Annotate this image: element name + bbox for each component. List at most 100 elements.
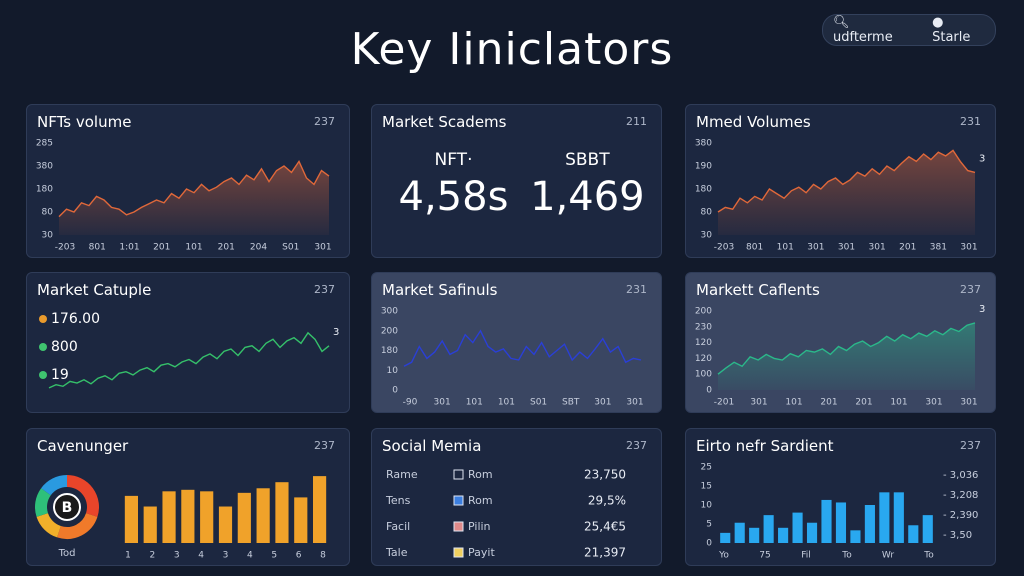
- panel-title: NFTs volume: [37, 113, 132, 131]
- area: [718, 150, 975, 235]
- bar: [893, 492, 904, 543]
- end-label: 3: [333, 327, 339, 338]
- x-tick-label: -203: [55, 243, 75, 253]
- bar: [275, 482, 289, 543]
- search-text: udfterme: [833, 30, 893, 45]
- row-name: Tale: [385, 546, 408, 559]
- stat-label: SBBT: [565, 150, 610, 170]
- x-tick-label: 2: [150, 551, 156, 561]
- x-tick-label: 201: [899, 243, 916, 253]
- x-tick-label: 101: [890, 398, 907, 408]
- panel: Market Catuple 237 176.00 800 19 3: [26, 272, 350, 413]
- x-tick-label: 101: [785, 398, 802, 408]
- panel-chart: 176.00 800 19 3: [39, 311, 339, 389]
- x-tick-label: 201: [218, 243, 235, 253]
- donut-segment: [35, 488, 52, 517]
- panel-badge: 237: [626, 439, 647, 452]
- y-tick-label: 380: [36, 162, 53, 172]
- x-tick-label: To: [923, 551, 934, 561]
- bar: [908, 525, 919, 543]
- panel: Cavenunger 237 B Tod 1 2 3 4 3 4 5 6 8: [26, 428, 350, 566]
- area: [59, 161, 329, 235]
- y-tick-label: 120: [695, 354, 712, 364]
- bar: [850, 530, 861, 543]
- panel-badge: 237: [314, 439, 335, 452]
- x-tick-label: S01: [282, 243, 299, 253]
- bar: [806, 522, 818, 543]
- page-title: Key Iiniclators: [350, 24, 674, 75]
- x-tick-label: 381: [930, 243, 947, 253]
- panel-badge: 237: [314, 283, 335, 296]
- row-tag: Payit: [468, 546, 495, 559]
- x-tick-label: 201: [820, 398, 837, 408]
- bar: [143, 506, 157, 543]
- x-tick-label: 301: [594, 398, 611, 408]
- x-tick-label: 301: [314, 243, 331, 253]
- line: [403, 329, 642, 367]
- x-tick-label: 801: [89, 243, 106, 253]
- x-tick-label: 301: [960, 243, 977, 253]
- search[interactable]: 🔍︎ udfterme: [833, 15, 893, 45]
- x-tick-label: 301: [925, 398, 942, 408]
- y-tick-label: 200: [695, 307, 712, 317]
- row-name: Tens: [385, 494, 411, 507]
- button[interactable]: ● Starle: [932, 15, 971, 45]
- x-tick-label: 3: [223, 551, 229, 561]
- bar: [763, 515, 774, 543]
- panel-title: Social Memia: [382, 437, 482, 455]
- bar: [792, 512, 803, 543]
- legend-label: 19: [51, 367, 69, 383]
- row-tag-swatch: [453, 495, 464, 506]
- panel-title: Market Catuple: [37, 281, 152, 299]
- x-tick-label: 4: [198, 551, 204, 561]
- x-tick-label: 75: [759, 551, 770, 561]
- panel-title: Cavenunger: [37, 437, 129, 455]
- x-tick-label: 4: [247, 551, 253, 561]
- x-tick-label: 301: [838, 243, 855, 253]
- y-tick-label: 380: [695, 139, 712, 149]
- y-tick-label: 230: [695, 322, 712, 332]
- bar: [218, 506, 233, 543]
- donut-segment: [66, 475, 99, 517]
- y-tick-label: 80: [701, 208, 713, 218]
- legend-dot: [39, 315, 47, 323]
- coin: [53, 493, 81, 521]
- end-label: 3: [979, 153, 985, 164]
- panel-badge: 237: [960, 439, 981, 452]
- y-tick-label: 10: [387, 366, 399, 376]
- panel: Market Scadems 211 NFT· 4,58s SBBT 1,469: [371, 104, 662, 258]
- line: [717, 322, 976, 375]
- end-label: 3: [979, 304, 985, 315]
- panel-chart: B Tod 1 2 3 4 3 4 5 6 8: [35, 475, 327, 561]
- row-value: 29,5%: [588, 494, 626, 508]
- x-tick-label: 301: [869, 243, 886, 253]
- x-tick-label: 5: [271, 551, 277, 561]
- x-tick-label: 204: [250, 243, 267, 253]
- row-value: 21,397: [584, 546, 626, 560]
- x-tick-label: 301: [750, 398, 767, 408]
- x-tick-label: 301: [434, 398, 451, 408]
- right-label: - 3,50: [943, 530, 972, 541]
- x-tick-label: 8: [320, 551, 326, 561]
- y-tick-label: 80: [42, 208, 54, 218]
- x-tick-label: 101: [498, 398, 515, 408]
- y-tick-label: 30: [42, 231, 54, 241]
- row-tag: Rom: [468, 468, 493, 481]
- donut-segment: [36, 512, 62, 538]
- y-tick-label: 100: [695, 370, 712, 380]
- y-tick-label: 10: [701, 501, 713, 511]
- panel: Mmed Volumes 231 380 190 180 80 30 -203 801 101 30…: [685, 104, 996, 258]
- panel-title: Markett Caflents: [696, 281, 820, 299]
- x-tick-label: Wr: [882, 551, 894, 561]
- y-tick-label: 30: [701, 231, 713, 241]
- panel-chart: 200 230 120 120 100 0-201 301 101 201 201 101 301 30…: [695, 304, 986, 408]
- panel: Market Safinuls 231 300 200 180 10 0 -90 301 101 1…: [371, 272, 662, 413]
- bar: [821, 499, 832, 543]
- bar: [835, 502, 847, 543]
- right-label: - 3,208: [943, 490, 978, 501]
- y-tick-label: 285: [36, 139, 53, 149]
- line: [48, 331, 330, 389]
- x-tick-label: 101: [466, 398, 483, 408]
- x-tick-label: -201: [714, 398, 734, 408]
